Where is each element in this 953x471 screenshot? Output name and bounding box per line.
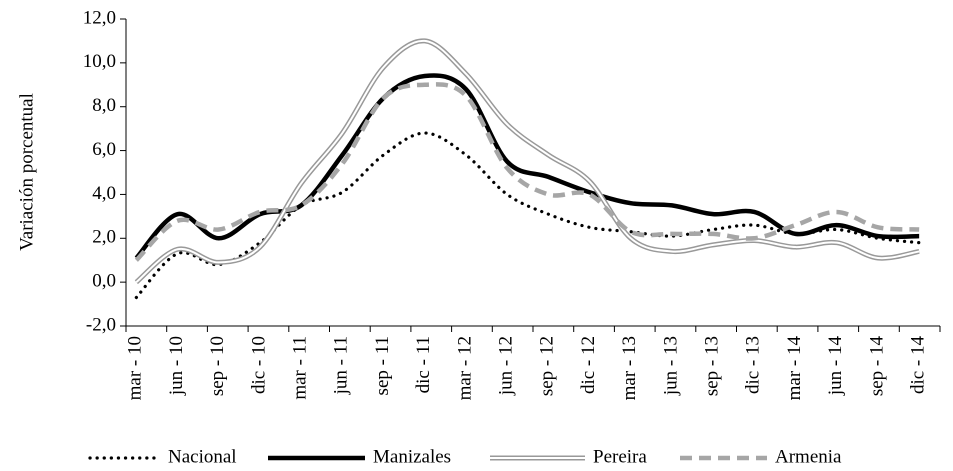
x-tick-label: mar - 12	[454, 336, 475, 400]
x-tick-label: mar - 14	[784, 336, 805, 401]
legend-label: Manizales	[373, 446, 451, 467]
y-axis-label: Variación porcentual	[16, 93, 37, 251]
y-tick-label: 10,0	[83, 51, 116, 72]
legend-label: Pereira	[593, 446, 647, 467]
series-line-inner	[135, 39, 920, 283]
y-tick-label: 8,0	[92, 95, 116, 116]
x-tick-label: sep - 12	[537, 336, 558, 396]
legend-label: Armenia	[775, 446, 842, 467]
series-line	[134, 82, 920, 262]
x-tick-label: mar - 11	[290, 336, 311, 400]
x-tick-label: jun - 10	[166, 336, 187, 396]
y-tick-label: 4,0	[92, 183, 116, 204]
x-tick-label: sep - 13	[702, 336, 723, 396]
y-tick-label: 0,0	[92, 271, 116, 292]
x-tick-label: mar - 10	[125, 336, 146, 400]
x-tick-label: jun - 14	[825, 336, 846, 397]
x-tick-label: dic - 10	[248, 336, 269, 394]
y-tick-label: 2,0	[92, 227, 116, 248]
x-tick-label: jun - 11	[331, 336, 352, 395]
x-tick-label: mar - 13	[619, 336, 640, 400]
x-tick-label: dic - 14	[908, 336, 929, 395]
y-tick-label: 6,0	[92, 139, 116, 160]
x-tick-label: dic - 12	[578, 336, 599, 394]
x-tick-label: sep - 10	[207, 336, 228, 396]
series-line	[134, 73, 920, 260]
x-tick-label: jun - 12	[496, 336, 517, 396]
x-tick-label: dic - 13	[743, 336, 764, 394]
y-tick-label: 12,0	[83, 7, 116, 28]
x-tick-label: sep - 11	[372, 336, 393, 395]
legend-label: Nacional	[168, 446, 237, 467]
y-tick-label: -2,0	[86, 314, 116, 335]
x-tick-label: jun - 13	[660, 336, 681, 396]
x-tick-label: sep - 14	[866, 336, 887, 397]
x-tick-label: dic - 11	[413, 336, 434, 393]
